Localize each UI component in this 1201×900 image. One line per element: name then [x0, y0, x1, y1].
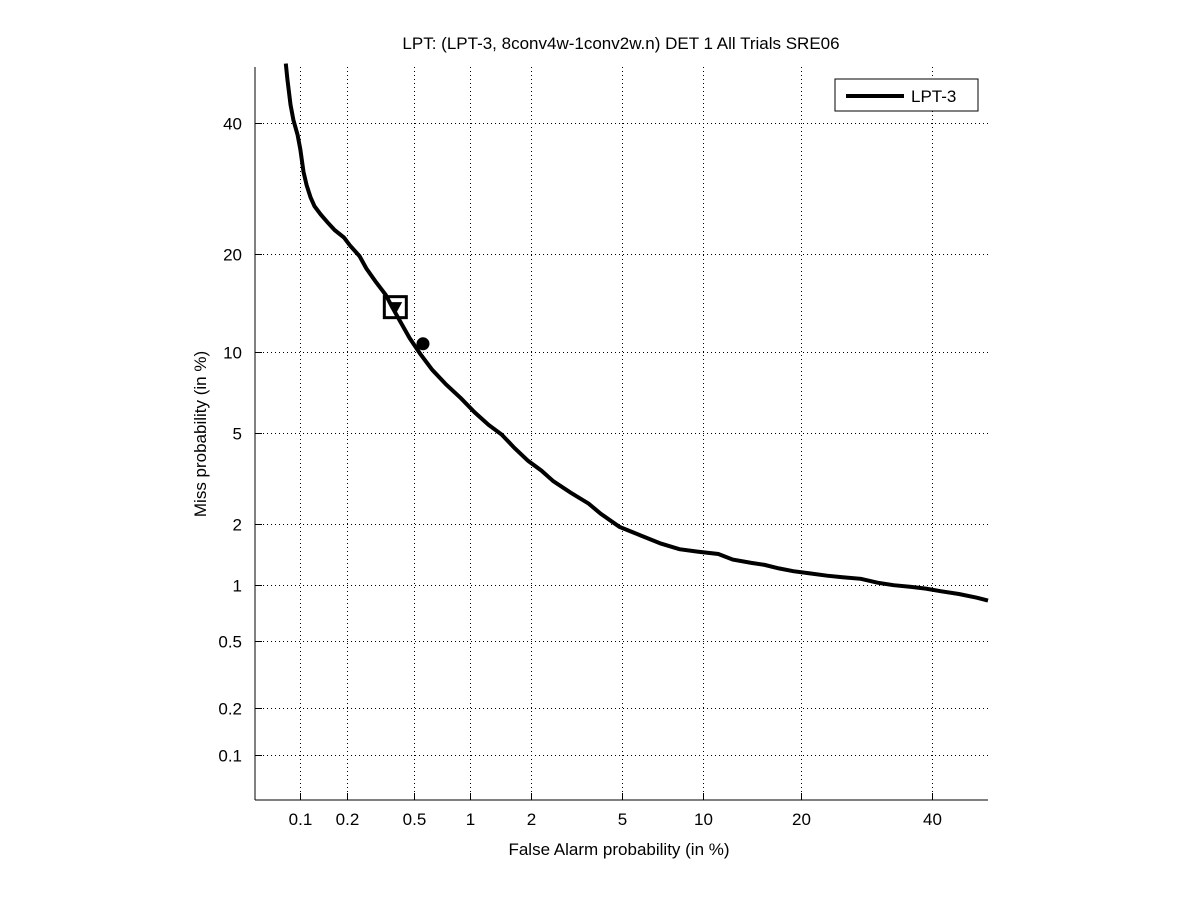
- circle-marker: [416, 337, 430, 351]
- chart-title: LPT: (LPT-3, 8conv4w-1conv2w.n) DET 1 Al…: [402, 34, 839, 53]
- x-tick-label: 0.1: [289, 810, 313, 829]
- x-tick-label: 1: [466, 810, 475, 829]
- y-tick-label: 1: [233, 577, 242, 596]
- y-tick-label: 10: [223, 344, 242, 363]
- series-group: [283, 63, 989, 603]
- square-marker: [382, 295, 408, 320]
- y-ticks: 0.1 0.2 0.5 1 2 5 10 20 40: [218, 115, 262, 766]
- y-tick-label: 2: [233, 516, 242, 535]
- x-tick-label: 40: [923, 810, 942, 829]
- legend-label-lpt-3: LPT-3: [911, 87, 956, 106]
- y-axis-label: Miss probability (in %): [191, 351, 210, 517]
- markers-group: [382, 295, 430, 351]
- triangle-marker: [388, 302, 403, 315]
- y-tick-label: 0.1: [218, 747, 242, 766]
- y-tick-label: 0.2: [218, 700, 242, 719]
- x-tick-label: 10: [694, 810, 713, 829]
- series-line-lpt-3: [283, 63, 989, 603]
- axes: [254, 67, 988, 801]
- x-tick-label: 0.5: [403, 810, 427, 829]
- y-tick-label: 0.5: [218, 633, 242, 652]
- x-ticks: 0.1 0.2 0.5 1 2 5 10 20 40: [289, 793, 942, 829]
- x-tick-label: 5: [618, 810, 627, 829]
- y-tick-label: 40: [223, 115, 242, 134]
- y-tick-label: 20: [223, 246, 242, 265]
- grid: [255, 67, 988, 800]
- x-axis-label: False Alarm probability (in %): [508, 840, 729, 859]
- legend: LPT-3: [834, 78, 979, 112]
- y-tick-label: 5: [233, 425, 242, 444]
- x-tick-label: 0.2: [336, 810, 360, 829]
- x-tick-label: 2: [527, 810, 536, 829]
- x-tick-label: 20: [792, 810, 811, 829]
